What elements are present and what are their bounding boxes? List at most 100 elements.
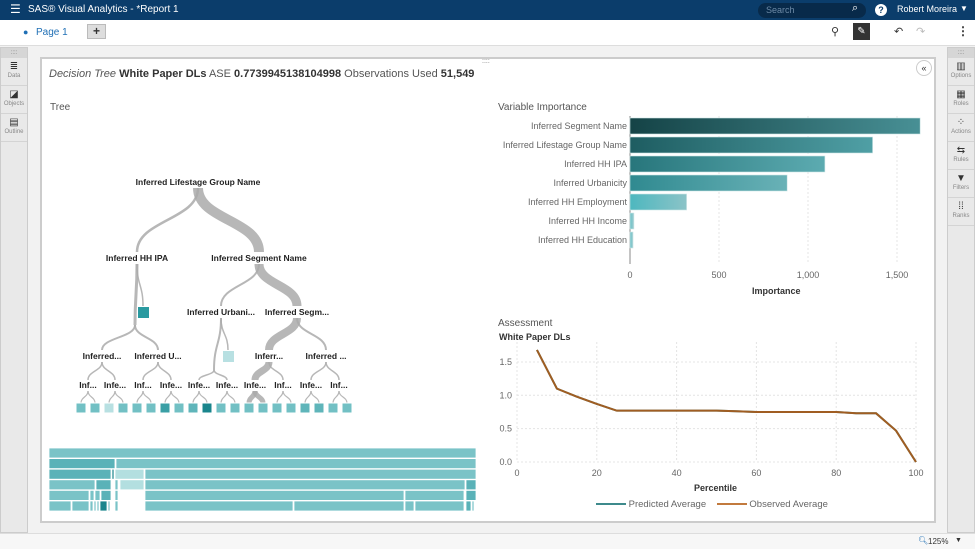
- tree-node[interactable]: Infe...: [216, 380, 238, 390]
- tree-leaf[interactable]: [271, 402, 283, 414]
- tree-leaf[interactable]: [173, 402, 185, 414]
- tree-node[interactable]: Infe...: [244, 380, 266, 390]
- tree-node[interactable]: Infe...: [188, 380, 210, 390]
- tree-leaf[interactable]: [215, 402, 227, 414]
- icicle-node[interactable]: [119, 479, 145, 491]
- icicle-node[interactable]: [114, 489, 119, 501]
- sidebar-item-roles[interactable]: ▦ Roles: [948, 86, 974, 114]
- icicle-node[interactable]: [111, 468, 115, 480]
- icicle-node[interactable]: [89, 489, 95, 501]
- undo-icon[interactable]: ↶: [894, 26, 904, 38]
- drag-handle-icon[interactable]: ::::: [482, 58, 490, 65]
- zoom-dropdown-icon[interactable]: ▼: [955, 537, 962, 544]
- sidebar-item-options[interactable]: ▥ Options: [948, 58, 974, 86]
- chevron-down-icon[interactable]: ▼: [960, 4, 968, 13]
- importance-bar[interactable]: [629, 174, 788, 192]
- icicle-node[interactable]: [48, 468, 112, 480]
- tree-leaf[interactable]: [201, 402, 213, 414]
- icicle-node[interactable]: [144, 479, 466, 491]
- tree-leaf[interactable]: [117, 402, 129, 414]
- tree-leaf[interactable]: [327, 402, 339, 414]
- icicle-node[interactable]: [48, 447, 477, 459]
- tree-leaf[interactable]: [229, 402, 241, 414]
- tree-leaf[interactable]: [145, 402, 157, 414]
- tree-node[interactable]: Inferred HH IPA: [106, 253, 168, 263]
- interactions-icon[interactable]: ⚲: [831, 26, 840, 38]
- icicle-node[interactable]: [404, 500, 415, 512]
- icicle-node[interactable]: [96, 500, 100, 512]
- tree-leaf[interactable]: [131, 402, 143, 414]
- tree-node[interactable]: Infe...: [104, 380, 126, 390]
- tree-node[interactable]: Inf...: [79, 380, 96, 390]
- tree-leaf[interactable]: [285, 402, 297, 414]
- tree-leaf[interactable]: [89, 402, 101, 414]
- tree-node[interactable]: Inferred Segm...: [265, 307, 329, 317]
- icicle-node[interactable]: [94, 489, 101, 501]
- sidebar-item-outline[interactable]: ▤ Outline: [1, 114, 27, 142]
- tree-node[interactable]: Inferred U...: [134, 351, 181, 361]
- icicle-node[interactable]: [48, 489, 90, 501]
- tree-node[interactable]: Inf...: [274, 380, 291, 390]
- sidebar-item-data[interactable]: ≣ Data: [1, 58, 27, 86]
- tree-leaf[interactable]: [299, 402, 311, 414]
- sidebar-grip[interactable]: ::::: [1, 48, 27, 58]
- importance-bar[interactable]: [629, 117, 921, 135]
- tree-node[interactable]: Inf...: [330, 380, 347, 390]
- icicle-node[interactable]: [93, 500, 97, 512]
- tree-leaf[interactable]: [75, 402, 87, 414]
- more-options-icon[interactable]: ⋮: [957, 24, 969, 38]
- tree-leaf[interactable]: [223, 351, 234, 362]
- icicle-node[interactable]: [144, 489, 405, 501]
- icicle-node[interactable]: [48, 479, 96, 491]
- icicle-node[interactable]: [414, 500, 465, 512]
- collapse-button[interactable]: «: [916, 60, 932, 76]
- tree-node[interactable]: Inferred ...: [305, 351, 346, 361]
- tree-leaf[interactable]: [313, 402, 325, 414]
- icicle-node[interactable]: [107, 500, 111, 512]
- menu-icon[interactable]: ☰: [10, 2, 21, 16]
- redo-icon[interactable]: ↷: [916, 26, 926, 38]
- tree-leaf[interactable]: [159, 402, 171, 414]
- tree-leaf[interactable]: [187, 402, 199, 414]
- add-page-button[interactable]: +: [87, 24, 106, 39]
- icicle-node[interactable]: [465, 489, 477, 501]
- importance-bar[interactable]: [629, 155, 826, 173]
- tree-leaf[interactable]: [257, 402, 269, 414]
- tree-node[interactable]: Infe...: [160, 380, 182, 390]
- tree-node[interactable]: Inferred Urbani...: [187, 307, 255, 317]
- icicle-node[interactable]: [293, 500, 405, 512]
- importance-bar[interactable]: [629, 193, 687, 211]
- icicle-node[interactable]: [114, 479, 119, 491]
- icicle-node[interactable]: [95, 479, 112, 491]
- tree-leaf[interactable]: [341, 402, 353, 414]
- importance-bar[interactable]: [629, 212, 635, 230]
- icicle-node[interactable]: [144, 500, 294, 512]
- user-menu[interactable]: Robert Moreira: [897, 4, 958, 14]
- icicle-node[interactable]: [89, 500, 94, 512]
- icicle-node[interactable]: [100, 489, 112, 501]
- icicle-node[interactable]: [114, 468, 145, 480]
- sidebar-item-rules[interactable]: ⇆ Rules: [948, 142, 974, 170]
- sidebar-item-filters[interactable]: ▼ Filters: [948, 170, 974, 198]
- edit-mode-button[interactable]: ✎: [853, 23, 870, 40]
- tree-node-root[interactable]: Inferred Lifestage Group Name: [136, 177, 261, 187]
- icicle-node[interactable]: [404, 489, 465, 501]
- tree-node[interactable]: Infe...: [300, 380, 322, 390]
- icicle-node[interactable]: [471, 500, 475, 512]
- icicle-node[interactable]: [115, 458, 477, 470]
- search-icon[interactable]: ⌕: [852, 2, 859, 14]
- importance-bar[interactable]: [629, 136, 873, 154]
- sidebar-item-ranks[interactable]: ⁞⁞ Ranks: [948, 198, 974, 226]
- icicle-node[interactable]: [48, 500, 72, 512]
- zoom-level[interactable]: 125%: [928, 537, 949, 546]
- sidebar-grip[interactable]: ::::: [948, 48, 974, 58]
- sidebar-item-objects[interactable]: ◪ Objects: [1, 86, 27, 114]
- sidebar-item-actions[interactable]: ⁘ Actions: [948, 114, 974, 142]
- icicle-node[interactable]: [99, 500, 108, 512]
- icicle-node[interactable]: [465, 500, 472, 512]
- tree-leaf[interactable]: [138, 307, 149, 318]
- importance-bar[interactable]: [629, 231, 634, 249]
- icicle-node[interactable]: [48, 458, 116, 470]
- help-icon[interactable]: ?: [875, 4, 887, 16]
- tree-node[interactable]: Inferred Segment Name: [211, 253, 307, 263]
